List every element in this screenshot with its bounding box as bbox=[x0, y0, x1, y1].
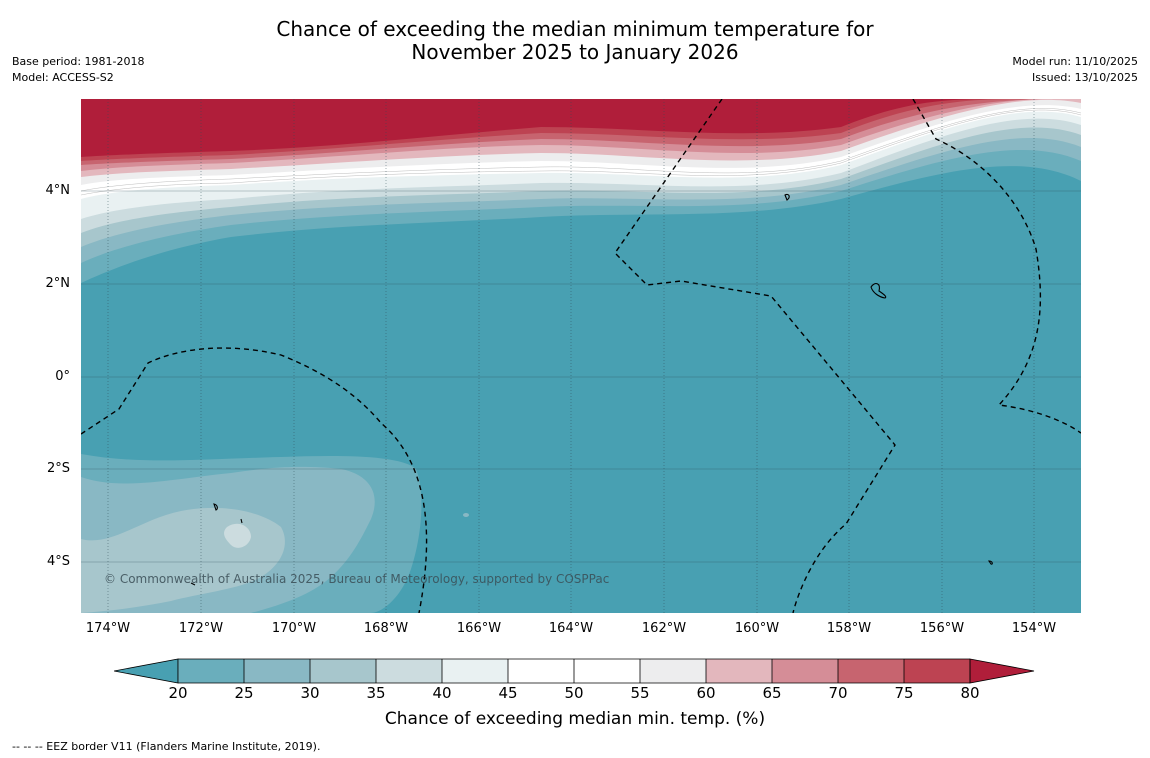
lon-label-162w: 162°W bbox=[641, 621, 687, 636]
colorbar-segment-60-65 bbox=[706, 659, 772, 683]
lon-label-154w: 154°W bbox=[1011, 621, 1057, 636]
eez-border-east bbox=[912, 99, 1081, 434]
lat-label-2s: 2°S bbox=[46, 461, 70, 476]
latitude-lines bbox=[81, 190, 1081, 563]
colorbar-tick-35: 35 bbox=[366, 684, 386, 702]
lon-label-168w: 168°W bbox=[363, 621, 409, 636]
model-run-text: Model run: 11/10/2025 bbox=[1012, 55, 1138, 68]
colorbar-tick-50: 50 bbox=[564, 684, 584, 702]
title-line-1: Chance of exceeding the median minimum t… bbox=[276, 17, 874, 41]
lon-label-156w: 156°W bbox=[919, 621, 965, 636]
colorbar-segment-30-35 bbox=[310, 659, 376, 683]
colorbar-tick-40: 40 bbox=[432, 684, 452, 702]
lon-label-164w: 164°W bbox=[548, 621, 594, 636]
band-above-80 bbox=[81, 99, 1001, 157]
islands bbox=[190, 193, 993, 586]
lon-label-158w: 158°W bbox=[826, 621, 872, 636]
eez-border-west bbox=[81, 347, 428, 613]
colorbar-tick-55: 55 bbox=[630, 684, 650, 702]
lat-label-2n: 2°N bbox=[45, 276, 71, 291]
colorbar-tick-65: 65 bbox=[762, 684, 782, 702]
lat-label-4s: 4°S bbox=[46, 554, 70, 569]
colorbar-segment-70-75 bbox=[838, 659, 904, 683]
map-title: Chance of exceeding the median minimum t… bbox=[0, 18, 1150, 64]
colorbar-tick-25: 25 bbox=[234, 684, 254, 702]
lon-label-170w: 170°W bbox=[271, 621, 317, 636]
colorbar-segment-20-25 bbox=[178, 659, 244, 683]
lon-label-166w: 166°W bbox=[456, 621, 502, 636]
colorbar-segment-45-50 bbox=[508, 659, 574, 683]
map-panel bbox=[81, 99, 1081, 613]
colorbar-tick-45: 45 bbox=[498, 684, 518, 702]
copyright-text: © Commonwealth of Australia 2025, Bureau… bbox=[104, 572, 610, 586]
issued-text: Issued: 13/10/2025 bbox=[1031, 71, 1138, 84]
meta-left: Base period: 1981-2018 Model: ACCESS-S2 bbox=[12, 54, 144, 86]
colorbar-arrow-high bbox=[969, 658, 1035, 684]
colorbar-segment-55-60 bbox=[640, 659, 706, 683]
model-text: Model: ACCESS-S2 bbox=[12, 71, 114, 84]
island-b bbox=[784, 193, 790, 201]
meta-right: Model run: 11/10/2025 Issued: 13/10/2025 bbox=[1012, 54, 1138, 86]
map-svg bbox=[81, 99, 1081, 613]
lat-label-0: 0° bbox=[55, 369, 70, 384]
title-line-2: November 2025 to January 2026 bbox=[411, 40, 739, 64]
lon-label-160w: 160°W bbox=[734, 621, 780, 636]
colorbar-segment-35-40 bbox=[376, 659, 442, 683]
island-f bbox=[240, 518, 243, 524]
small-cool-spot bbox=[463, 513, 469, 517]
colorbar-tick-20: 20 bbox=[168, 684, 188, 702]
colorbar-tick-80: 80 bbox=[960, 684, 980, 702]
colorbar-tick-70: 70 bbox=[828, 684, 848, 702]
lat-label-4n: 4°N bbox=[45, 183, 71, 198]
colorbar-segment-75-80 bbox=[904, 659, 970, 683]
island-e bbox=[190, 582, 196, 586]
colorbar-tick-60: 60 bbox=[696, 684, 716, 702]
colorbar-dividers bbox=[177, 658, 971, 684]
colorbar-arrow-low bbox=[114, 658, 179, 684]
island-c bbox=[213, 503, 218, 511]
base-period-text: Base period: 1981-2018 bbox=[12, 55, 145, 68]
lon-label-174w: 174°W bbox=[85, 621, 131, 636]
colorbar bbox=[114, 658, 1035, 684]
eez-borders bbox=[81, 99, 1081, 613]
colorbar-segment-50-55 bbox=[574, 659, 640, 683]
island-a bbox=[870, 282, 887, 299]
colorbar-segment-40-45 bbox=[442, 659, 508, 683]
colorbar-label: Chance of exceeding median min. temp. (%… bbox=[384, 709, 766, 729]
lon-label-172w: 172°W bbox=[178, 621, 224, 636]
colorbar-tick-75: 75 bbox=[894, 684, 914, 702]
sw-patch-35-40 bbox=[224, 523, 251, 548]
colorbar-segment-65-70 bbox=[772, 659, 838, 683]
colorbar-segment-25-30 bbox=[244, 659, 310, 683]
colorbar-tick-30: 30 bbox=[300, 684, 320, 702]
island-d bbox=[987, 560, 993, 565]
eez-footnote: -- -- -- EEZ border V11 (Flanders Marine… bbox=[12, 740, 321, 753]
eez-border-central bbox=[614, 99, 896, 613]
warm-band-contours bbox=[81, 108, 1081, 196]
